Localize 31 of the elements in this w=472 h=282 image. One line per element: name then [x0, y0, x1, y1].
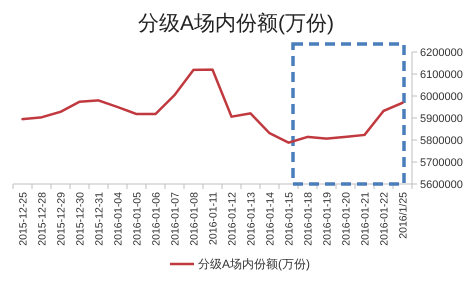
- x-tick-label: 2016-01-22: [378, 192, 390, 246]
- x-tick-label: 2015-12-25: [18, 192, 30, 246]
- y-tick-label: 6000000: [420, 91, 463, 103]
- x-tick-label: 2016-01-15: [284, 192, 296, 246]
- x-tick-label: 2016-01-06: [150, 192, 162, 246]
- x-tick-label: 2016-01-20: [340, 192, 352, 246]
- x-tick-label: 2016-01-13: [246, 192, 258, 246]
- x-tick-label: 2015-12-31: [94, 192, 106, 246]
- x-tick-label: 2016-01-08: [188, 192, 200, 246]
- y-tick-label: 6100000: [420, 69, 463, 81]
- x-tick-label: 2016/1/25: [398, 192, 410, 239]
- x-tick-label: 2016-01-18: [302, 192, 314, 246]
- y-tick-label: 5800000: [420, 135, 463, 147]
- legend: 分级A场内份额(万份): [170, 257, 310, 271]
- x-tick-label: 2016-01-21: [360, 192, 372, 246]
- x-tick-label: 2015-12-30: [74, 192, 86, 246]
- x-tick-label: 2016-01-11: [208, 192, 220, 245]
- chart-title: 分级A场内份额(万份): [138, 12, 334, 35]
- y-tick-label: 5700000: [420, 157, 463, 169]
- x-tick-label: 2016-01-04: [112, 192, 124, 246]
- x-tick-label: 2016-01-19: [322, 192, 334, 246]
- x-tick-label: 2016-01-07: [170, 192, 182, 246]
- x-tick-label: 2016-01-12: [226, 192, 238, 246]
- y-tick-label: 5600000: [420, 179, 463, 191]
- x-tick-label: 2015-12-28: [36, 192, 48, 246]
- y-tick-label: 6200000: [420, 47, 463, 59]
- legend-label: 分级A场内份额(万份): [198, 257, 310, 271]
- x-tick-label: 2016-01-05: [132, 192, 144, 246]
- x-tick-label: 2016-01-14: [264, 192, 276, 246]
- x-tick-label: 2015-12-29: [56, 192, 68, 246]
- y-tick-label: 5900000: [420, 113, 463, 125]
